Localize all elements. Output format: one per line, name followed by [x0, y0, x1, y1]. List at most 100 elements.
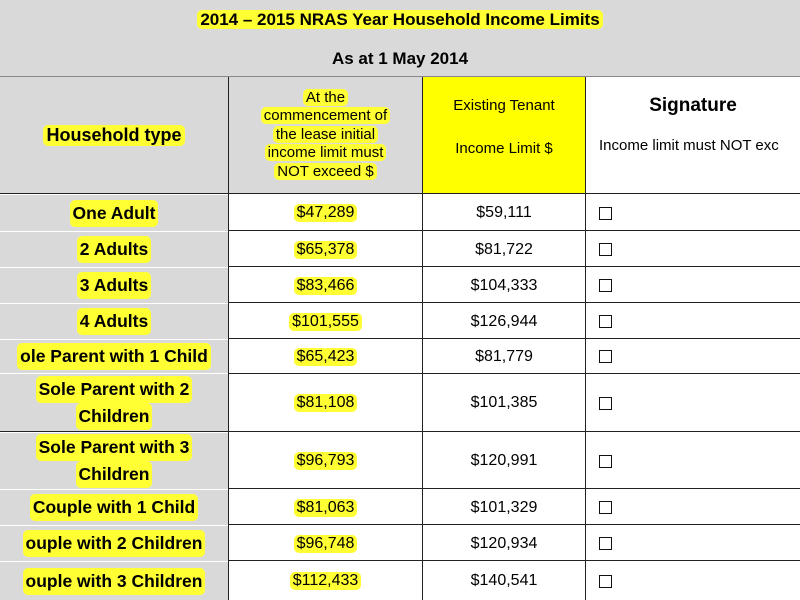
household-type-label: ouple with 2 Children: [0, 526, 228, 561]
household-type-text: ole Parent with 1 Child: [17, 343, 211, 370]
row-divider: [228, 302, 800, 303]
signature-checkbox[interactable]: [599, 537, 612, 550]
initial-income-limit-value: $96,793: [293, 452, 358, 470]
row-divider: [0, 193, 228, 194]
household-type-text: Couple with 1 Child: [29, 494, 199, 521]
row-divider: [0, 431, 228, 432]
initial-income-limit-value: $47,289: [293, 204, 358, 222]
row-divider: [228, 230, 800, 231]
existing-income-limit-value: $104,333: [423, 268, 585, 303]
initial-income-limit-cell: $47,289: [229, 195, 422, 231]
household-type-text: 4 Adults: [76, 308, 152, 335]
existing-income-limit-value: $120,991: [423, 433, 585, 489]
signature-cell: [586, 232, 800, 267]
household-type-text: 2 Adults: [76, 236, 152, 263]
header-signature-sub: Income limit must NOT exc: [599, 137, 779, 154]
household-type-label: 2 Adults: [0, 232, 228, 267]
header-signature: Signature Income limit must NOT exc: [586, 77, 800, 193]
header-commence-line: income limit must: [264, 144, 387, 162]
header-commence-line: commencement of: [260, 107, 391, 125]
household-type-text: 3 Adults: [76, 272, 152, 299]
signature-cell: [586, 304, 800, 339]
signature-cell: [586, 562, 800, 600]
signature-cell: [586, 195, 800, 231]
signature-checkbox[interactable]: [599, 315, 612, 328]
initial-income-limit-cell: $81,108: [229, 374, 422, 432]
row-divider: [228, 266, 800, 267]
signature-cell: [586, 490, 800, 525]
header-commence-line: the lease initial: [272, 125, 379, 143]
table-subtitle: As at 1 May 2014: [331, 49, 469, 68]
title-bar: 2014 – 2015 NRAS Year Household Income L…: [0, 0, 800, 77]
initial-income-limit-cell: $83,466: [229, 268, 422, 303]
initial-income-limit-cell: $96,748: [229, 526, 422, 561]
initial-income-limit-value: $96,748: [293, 534, 358, 553]
row-divider: [228, 560, 800, 561]
initial-income-limit-cell: $96,793: [229, 433, 422, 489]
initial-income-limit-value: $65,378: [293, 240, 358, 259]
signature-checkbox[interactable]: [599, 574, 612, 588]
household-type-label: Sole Parent with 3 Children: [0, 433, 228, 489]
signature-checkbox[interactable]: [599, 454, 612, 468]
household-type-label: ouple with 3 Children: [0, 562, 228, 600]
existing-income-limit-value: $81,722: [423, 232, 585, 267]
existing-income-limit-value: $120,934: [423, 526, 585, 561]
header-commence-line: At the: [302, 88, 349, 106]
signature-cell: [586, 526, 800, 561]
row-divider: [228, 373, 800, 374]
table-title: 2014 – 2015 NRAS Year Household Income L…: [0, 10, 800, 30]
header-existing-line1: Existing Tenant: [453, 97, 555, 114]
row-divider: [228, 431, 800, 432]
signature-cell: [586, 374, 800, 432]
initial-income-limit-value: $112,433: [289, 572, 362, 590]
row-divider: [228, 488, 800, 489]
initial-income-limit-value: $83,466: [293, 276, 358, 295]
initial-income-limit-cell: $112,433: [229, 562, 422, 600]
household-type-label: ole Parent with 1 Child: [0, 340, 228, 373]
household-type-label: Sole Parent with 2 Children: [0, 374, 228, 432]
household-type-label: 3 Adults: [0, 268, 228, 303]
household-type-text: Sole Parent with 2: [35, 376, 193, 403]
row-divider: [228, 338, 800, 339]
household-type-text: Sole Parent with 3: [35, 434, 193, 461]
row-divider: [228, 524, 800, 525]
signature-checkbox[interactable]: [599, 396, 612, 410]
header-commence-line: NOT exceed $: [274, 162, 377, 180]
initial-income-limit-value: $81,108: [293, 394, 358, 412]
existing-income-limit-value: $59,111: [423, 195, 585, 231]
signature-checkbox[interactable]: [599, 279, 612, 292]
existing-income-limit-value: $101,385: [423, 374, 585, 432]
existing-income-limit-value: $126,944: [423, 304, 585, 339]
signature-checkbox[interactable]: [599, 501, 612, 514]
header-existing-line2: Income Limit $: [455, 140, 553, 157]
household-type-label: One Adult: [0, 195, 228, 231]
signature-cell: [586, 433, 800, 489]
initial-income-limit-cell: $81,063: [229, 490, 422, 525]
initial-income-limit-cell: $65,423: [229, 340, 422, 373]
household-type-text: ouple with 2 Children: [22, 530, 206, 557]
initial-income-limit-cell: $101,555: [229, 304, 422, 339]
signature-checkbox[interactable]: [599, 243, 612, 256]
household-type-label: Couple with 1 Child: [0, 490, 228, 525]
initial-income-limit-cell: $65,378: [229, 232, 422, 267]
existing-income-limit-value: $81,779: [423, 340, 585, 373]
signature-checkbox[interactable]: [599, 350, 612, 363]
header-signature-title: Signature: [649, 95, 737, 116]
header-initial-income-limit: At the commencement of the lease initial…: [229, 77, 422, 193]
signature-checkbox[interactable]: [599, 206, 612, 220]
household-type-text: ouple with 3 Children: [22, 567, 206, 595]
initial-income-limit-value: $81,063: [293, 498, 358, 517]
signature-cell: [586, 268, 800, 303]
household-type-label: 4 Adults: [0, 304, 228, 339]
header-household-type: Household type: [0, 77, 228, 193]
row-divider: [228, 193, 800, 194]
household-type-text: Children: [75, 403, 153, 430]
household-type-text: One Adult: [69, 199, 159, 227]
existing-income-limit-value: $140,541: [423, 562, 585, 600]
header-existing-tenant-limit: Existing Tenant Income Limit $: [423, 77, 585, 193]
household-type-text: Children: [75, 461, 153, 488]
initial-income-limit-value: $65,423: [293, 347, 358, 366]
initial-income-limit-value: $101,555: [289, 312, 362, 331]
existing-income-limit-value: $101,329: [423, 490, 585, 525]
signature-cell: [586, 340, 800, 373]
